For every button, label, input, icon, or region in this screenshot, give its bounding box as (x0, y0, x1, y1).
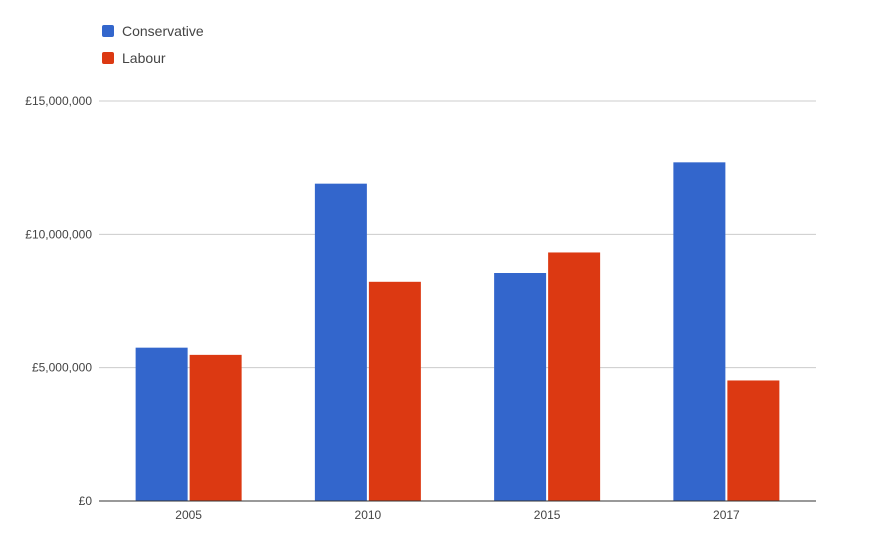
bar-conservative-2010[interactable] (314, 183, 367, 501)
y-tick-label: £5,000,000 (32, 361, 92, 375)
bars (135, 162, 780, 502)
bar-conservative-2017[interactable] (673, 162, 726, 502)
bar-conservative-2015[interactable] (494, 273, 547, 501)
bar-labour-2015[interactable] (548, 252, 601, 501)
x-tick-label: 2017 (713, 508, 740, 522)
x-axis: 2005 2010 2015 2017 (99, 500, 816, 522)
x-tick-label: 2010 (355, 508, 382, 522)
bar-conservative-2005[interactable] (135, 347, 188, 501)
y-tick-label: £0 (79, 494, 93, 508)
bar-labour-2005[interactable] (189, 354, 242, 501)
legend-swatch-conservative (102, 25, 114, 37)
y-axis: £0 £5,000,000 £10,000,000 £15,000,000 (25, 94, 92, 508)
legend: Conservative Labour (102, 23, 204, 66)
legend-swatch-labour (102, 52, 114, 64)
legend-label-labour: Labour (122, 50, 166, 66)
bar-labour-2010[interactable] (368, 281, 421, 501)
bar-labour-2017[interactable] (727, 380, 780, 501)
y-tick-label: £10,000,000 (25, 227, 92, 241)
x-tick-label: 2015 (534, 508, 561, 522)
y-tick-label: £15,000,000 (25, 94, 92, 108)
legend-label-conservative: Conservative (122, 23, 204, 39)
x-tick-label: 2005 (175, 508, 202, 522)
